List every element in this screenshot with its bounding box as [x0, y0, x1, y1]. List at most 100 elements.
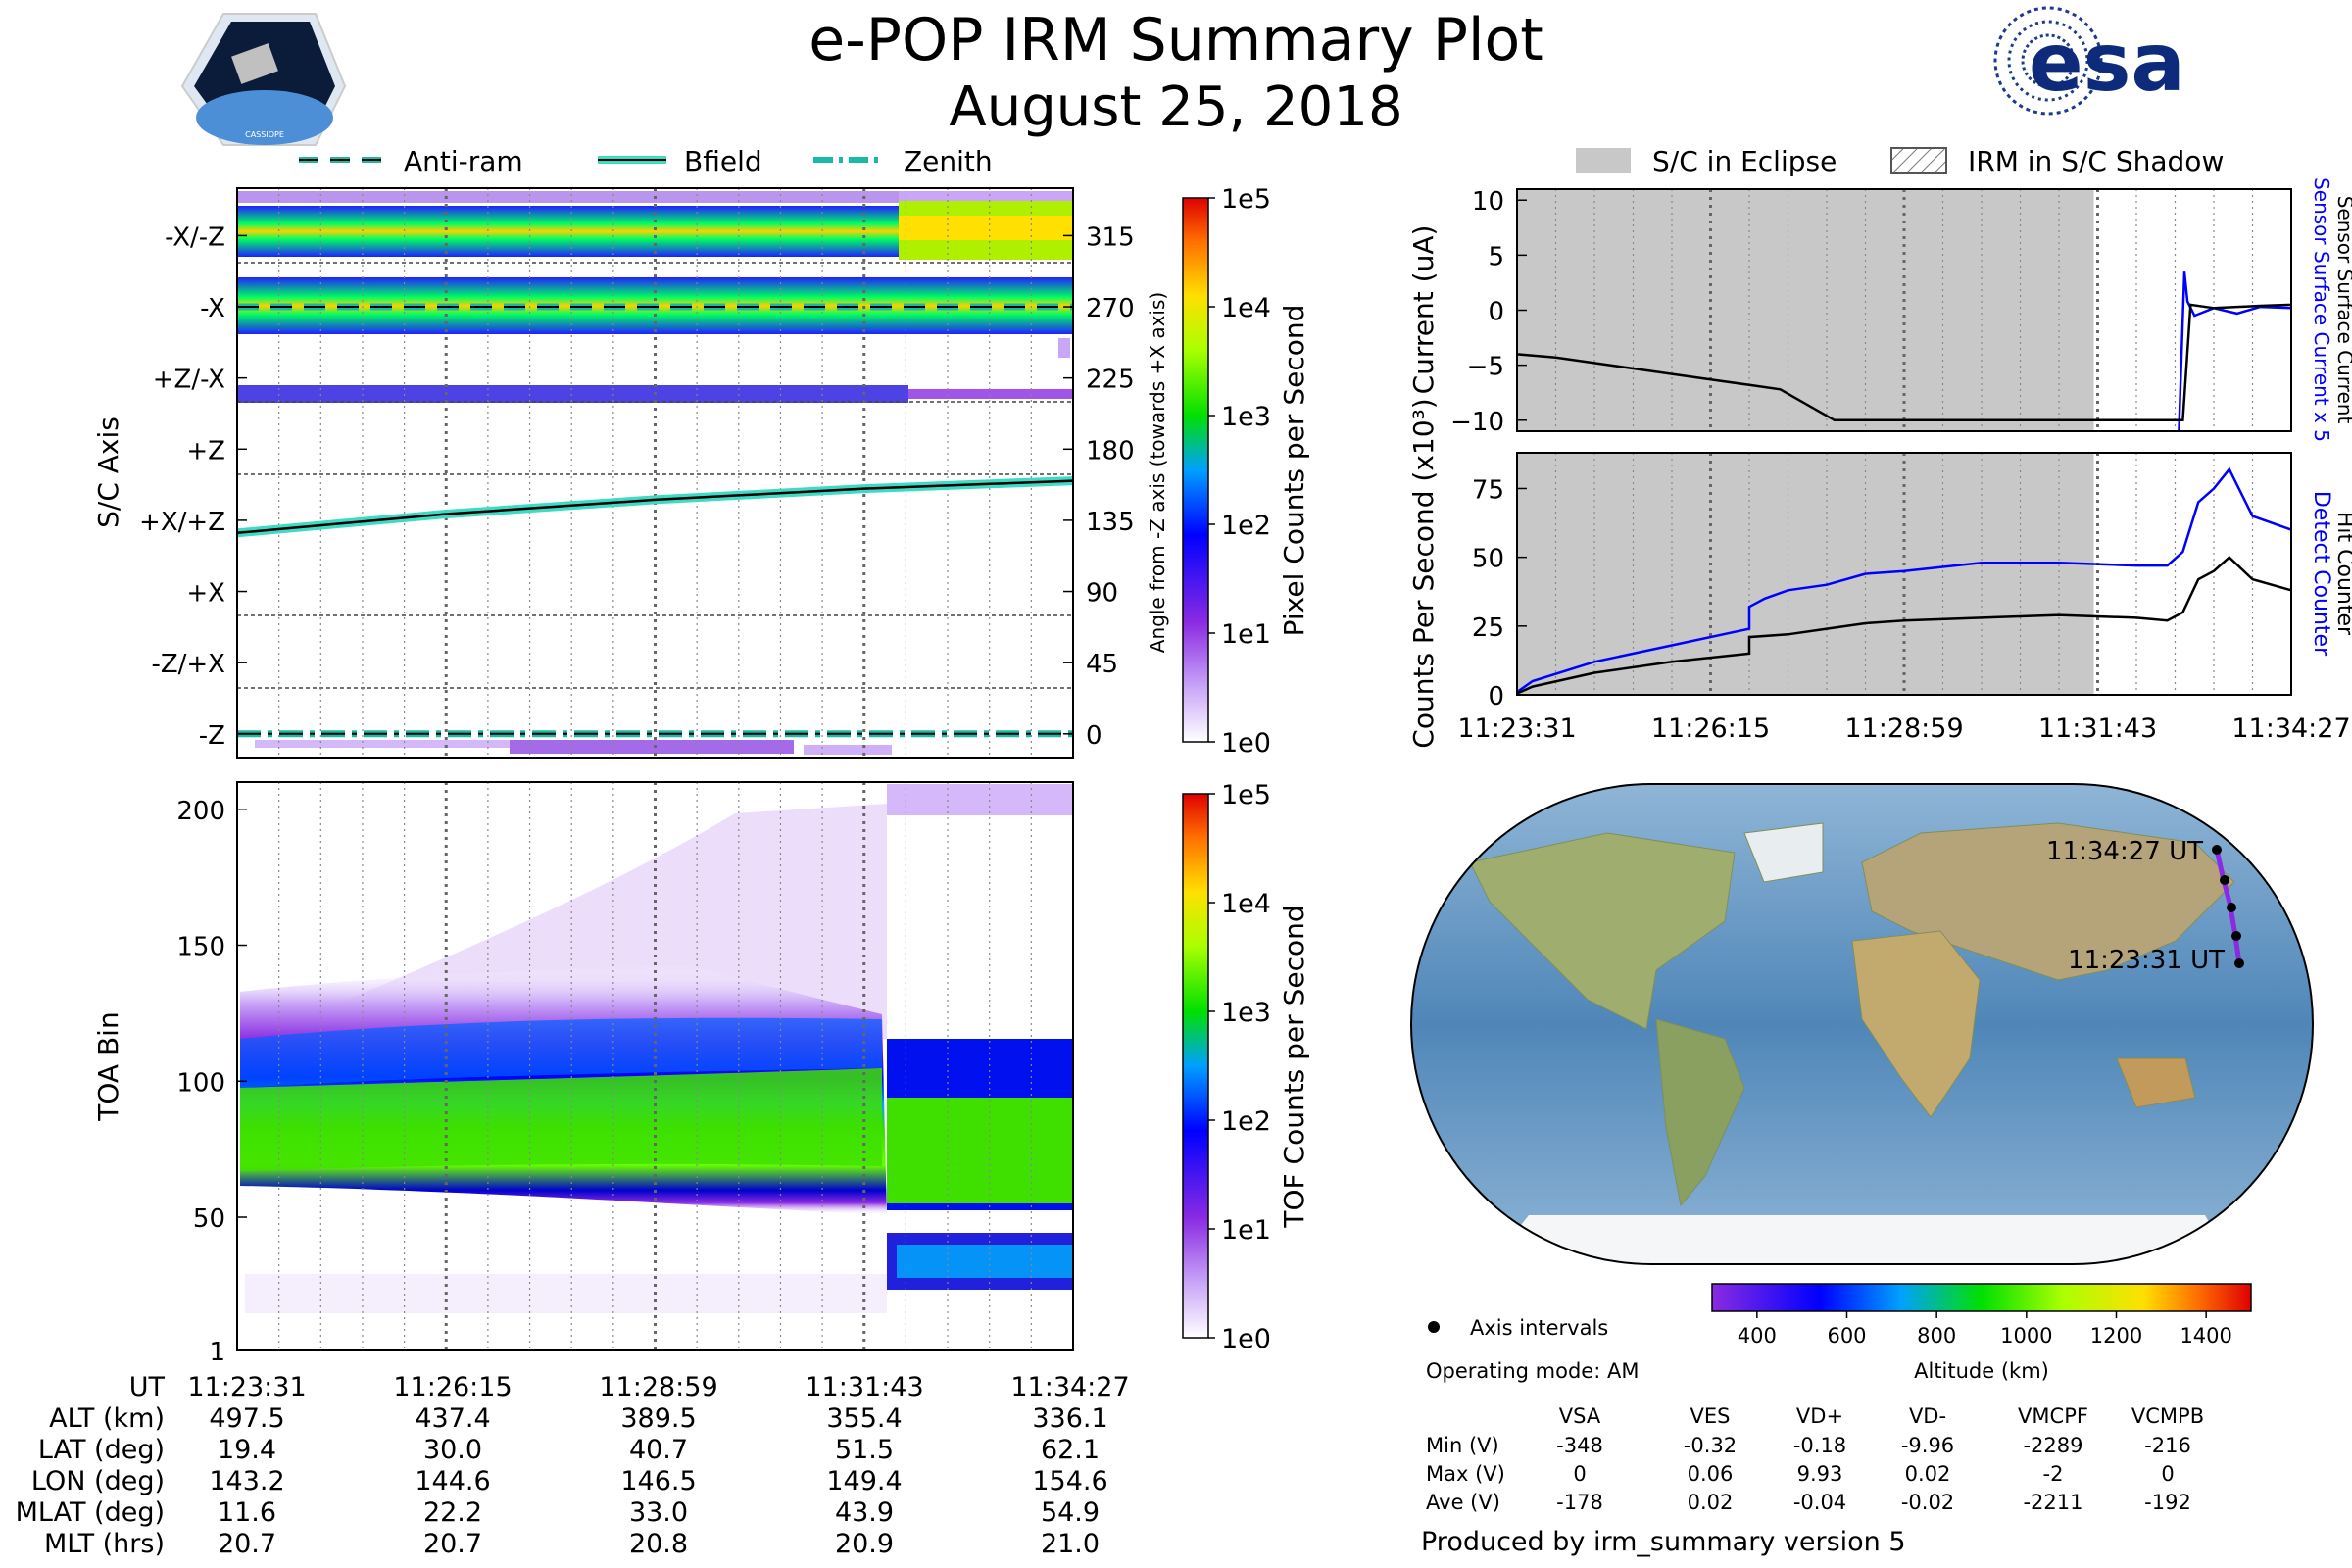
ephemeris-cell: 21.0	[1041, 1529, 1100, 1559]
current-x5-line	[2178, 271, 2292, 432]
colorbar-tick: 1e2	[1221, 1106, 1271, 1137]
time-tick-label: 11:26:15	[1651, 713, 1770, 744]
pixel-axis-label: -X	[200, 294, 225, 323]
voltage-cell: -0.18	[1793, 1434, 1846, 1457]
current-y-tick: 5	[1488, 242, 1504, 271]
ephemeris-cell: 437.4	[415, 1403, 490, 1434]
pixel-angle-tick: 45	[1086, 650, 1118, 679]
right-legend: S/C in Eclipse IRM in S/C Shadow	[1576, 145, 2224, 177]
orbit-start-label: 11:23:31 UT	[2068, 946, 2225, 975]
voltage-cell: -2211	[2023, 1491, 2082, 1514]
voltage-cell: -0.04	[1793, 1491, 1846, 1514]
altitude-ticks: 400 600 800 1000 1200 1400	[1738, 1311, 2232, 1348]
esa-logo-text: esa	[2029, 17, 2185, 110]
ephemeris-cell: 19.4	[218, 1435, 276, 1465]
tof-y-tick: 50	[193, 1204, 225, 1234]
pixel-angle-labels: 315 270 225 180 135 90 45 0	[1086, 222, 1135, 750]
pixel-angle-tick: 90	[1086, 579, 1118, 609]
pixel-y2label: Angle from -Z axis (towards +X axis)	[1146, 292, 1169, 653]
plot-date: August 25, 2018	[949, 75, 1403, 139]
cassiope-logo-text: CASSIOPE	[245, 130, 284, 139]
voltage-cell: -192	[2144, 1491, 2191, 1514]
voltage-cell: 0.02	[1905, 1462, 1951, 1486]
altitude-tick: 600	[1827, 1324, 1866, 1348]
orbit-point	[2234, 958, 2244, 968]
orbit-point	[2227, 903, 2236, 912]
ephemeris-row-label: MLT (hrs)	[44, 1529, 165, 1559]
counts-eclipse-region	[1517, 453, 2094, 695]
current-y-tick-labels: 10 5 0 −5 −10	[1450, 187, 1527, 437]
ephemeris-row-label: ALT (km)	[49, 1403, 165, 1434]
colorbar-tick: 1e4	[1221, 889, 1271, 919]
altitude-tick: 800	[1917, 1324, 1956, 1348]
bfield-line	[236, 479, 1074, 535]
voltage-cell: 9.93	[1797, 1462, 1843, 1486]
counts-y-tick: 75	[1472, 475, 1504, 505]
operating-mode: Operating mode: AM	[1426, 1359, 1639, 1383]
counts-right-label-blue: Detect Counter	[2309, 491, 2333, 657]
ephemeris-cell: 144.6	[415, 1466, 490, 1496]
tof-colorbar-ticks: 1e5 1e4 1e3 1e2 1e1 1e0	[1208, 780, 1271, 1354]
tof-y-tick: 1	[209, 1338, 225, 1367]
voltage-row-label: Min (V)	[1426, 1434, 1499, 1457]
ephemeris-cell: 336.1	[1032, 1403, 1107, 1434]
counts-panel: 75 50 25 0 Counts Per Second (x10³) Detect …	[1407, 398, 2352, 748]
voltage-cell: -0.32	[1684, 1434, 1737, 1457]
counts-y-tick: 0	[1488, 682, 1504, 711]
tof-time-grid	[278, 782, 1032, 1350]
altitude-colorbar: 400 600 800 1000 1200 1400 Altitude (km)	[1711, 1283, 2252, 1383]
tof-colorbar-label: TOF Counts per Second	[1278, 905, 1310, 1228]
pixel-angle-tick: 180	[1086, 436, 1135, 466]
ephemeris-cell: 62.1	[1041, 1435, 1100, 1465]
pixel-heatmap-panel: -X/-Z -X +Z/-X +Z +X/+Z +X -Z/+X -Z 315 270 225 18…	[92, 187, 1169, 759]
voltage-table: VSA VES VD+ VD- VMCPF VCMPB Min (V) -348 -0.32 -0…	[1426, 1404, 2204, 1514]
voltage-col-header: VSA	[1559, 1404, 1601, 1428]
time-tick-label: 11:23:31	[1457, 713, 1576, 744]
ephemeris-cell: 43.9	[835, 1497, 894, 1528]
esa-logo: esa	[1993, 6, 2185, 116]
ephemeris-cell: 20.7	[423, 1529, 482, 1559]
footer-text: Produced by irm_summary version 5	[1421, 1527, 1906, 1557]
colorbar-tick: 1e5	[1221, 780, 1271, 810]
altitude-tick: 1400	[2180, 1324, 2231, 1348]
ephemeris-table: UT 11:23:31 11:26:15 11:28:59 11:31:43 11:34:…	[16, 1372, 1130, 1559]
pixel-ylabel: S/C Axis	[92, 416, 124, 528]
colorbar-tick: 1e3	[1221, 998, 1271, 1028]
ephemeris-cell: 22.2	[423, 1497, 482, 1528]
orbit-point	[2212, 845, 2222, 855]
ephemeris-cell: 11.6	[218, 1497, 276, 1528]
pixel-axis-label: +X/+Z	[139, 508, 225, 537]
world-map: 11:34:27 UT 11:23:31 UT	[1410, 783, 2314, 1265]
voltage-cell: -2	[2043, 1462, 2064, 1486]
pixel-axis-label: +Z	[186, 436, 225, 466]
current-y-tick: 0	[1488, 298, 1504, 327]
ephemeris-cell: 11:23:31	[187, 1372, 306, 1402]
counts-y-tick: 25	[1472, 613, 1504, 643]
voltage-col-header: VCMPB	[2132, 1404, 2204, 1428]
ephemeris-row-label: UT	[129, 1372, 166, 1402]
current-y-tick: −5	[1467, 353, 1504, 382]
current-time-grid	[1554, 189, 2254, 431]
orbit-point	[2220, 875, 2230, 885]
legend-shadow: IRM in S/C Shadow	[1968, 145, 2224, 177]
current-right-label-black: Sensor Surface Current	[2333, 196, 2352, 424]
current-eclipse-region	[1517, 189, 2094, 431]
tof-y-tick-labels: 200 150 100 50 1	[176, 797, 247, 1367]
altitude-label: Altitude (km)	[1914, 1359, 2049, 1383]
ephemeris-cell: 149.4	[826, 1466, 902, 1496]
axis-intervals-label: Axis intervals	[1470, 1316, 1608, 1340]
voltage-row-label: Max (V)	[1426, 1462, 1505, 1486]
legend-antiram: Anti-ram	[404, 145, 523, 177]
ephemeris-cell: 143.2	[209, 1466, 284, 1496]
voltage-cell: -348	[1556, 1434, 1603, 1457]
detect-counter-line	[1516, 466, 2292, 694]
ephemeris-cell: 389.5	[620, 1403, 696, 1434]
tof-y-tick: 150	[176, 933, 225, 962]
tof-heatmap-panel: 200 150 100 50 1 TOA Bin	[92, 781, 1074, 1367]
voltage-cell: -216	[2144, 1434, 2191, 1457]
ephemeris-cell: 33.0	[629, 1497, 688, 1528]
legend-eclipse: S/C in Eclipse	[1652, 145, 1837, 177]
ephemeris-cell: 355.4	[826, 1403, 902, 1434]
ephemeris-cell: 40.7	[629, 1435, 688, 1465]
legend-eclipse-swatch	[1576, 148, 1631, 173]
